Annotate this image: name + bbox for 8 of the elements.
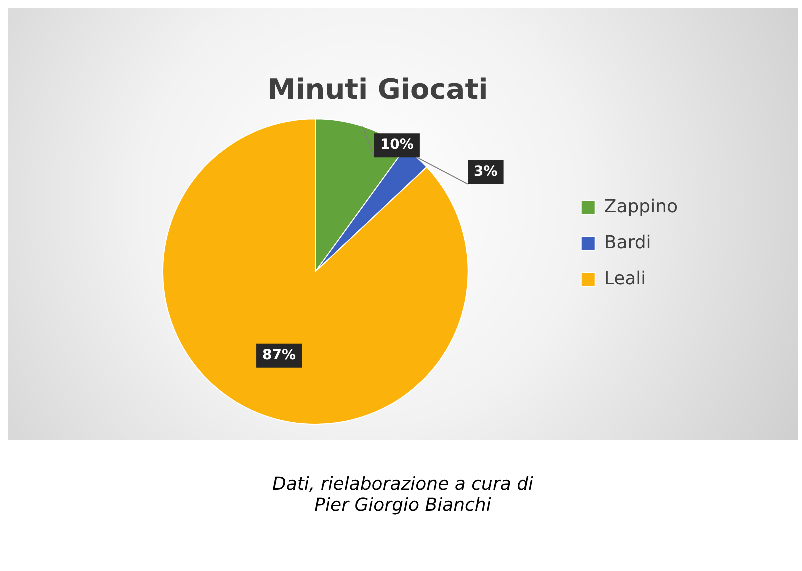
legend-label: Zappino [604,196,678,218]
legend-label: Leali [604,268,646,290]
chart-title: Minuti Giocati [268,73,488,106]
data-label: 10% [380,137,414,154]
data-label: 3% [474,164,498,180]
text: Dati, rielaborazione a cura di Pier Giorgio Bianchi [271,474,535,516]
legend-label: Bardi [604,232,652,254]
data-label: 87% [262,348,296,364]
